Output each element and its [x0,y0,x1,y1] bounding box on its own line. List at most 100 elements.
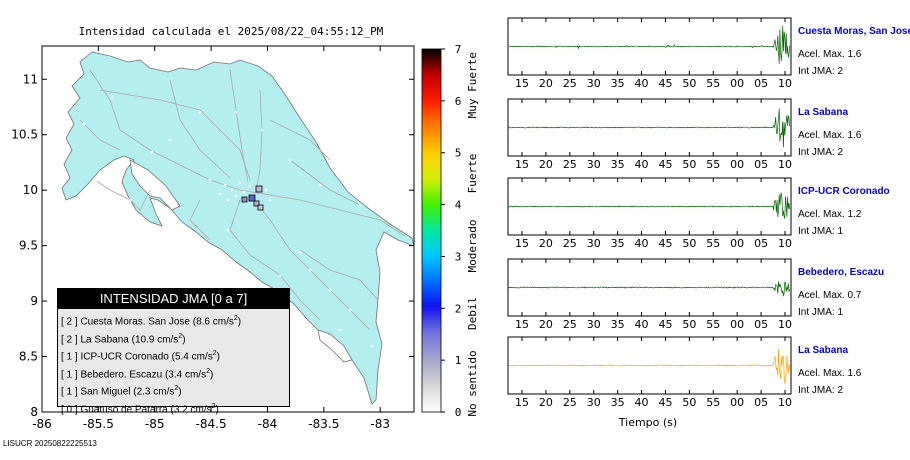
golfo-dulce [317,329,353,363]
legend-close: ) [209,368,214,380]
station-name: La Sabana [798,345,848,356]
legend-station: Bebedero. Escazu [80,368,165,380]
waveform-trace [508,25,791,64]
waveform-x-tick-label: 40 [635,396,649,409]
legend-close: ) [237,316,242,328]
legend-row: [ 2 ] La Sabana (10.9 cm/s2) [61,330,289,348]
waveform-x-tick-label: 45 [658,318,672,331]
waveform-x-tick-label: 25 [563,318,577,331]
footer-id: LISUCR 20250822225513 [3,439,97,448]
legend-row: [ 0 ] Guatuso de Patarra (3.2 cm/s2) [61,400,289,418]
waveform-x-tick-label: 20 [539,158,553,171]
waveform-x-tick-label: 55 [706,77,720,90]
int-jma-label: Int JMA: 2 [798,66,843,77]
waveform-trace [508,281,791,297]
waveform-x-tick-label: 25 [563,237,577,250]
legend-station: San Miguel [80,386,134,398]
waveform-panel: 15 20 25 30 35 40 45 50 55 00 05 10 La Sabana Acel. M… [507,336,862,409]
colorbar-category-label: Moderado [466,220,479,273]
waveform-x-tick-label: 40 [635,77,649,90]
waveform-x-tick-label: 20 [539,318,553,331]
waveform-x-tick-label: 05 [754,237,768,250]
waveform-x-tick-label: 50 [682,158,696,171]
waveform-x-tick-label: 55 [706,237,720,250]
legend-row: [ 2 ] Cuesta Moras. San Jose (8.6 cm/s2) [61,312,289,330]
legend-station: ICP-UCR Coronado [80,351,172,363]
waveform-x-tick-label: 05 [754,77,768,90]
legend-row: [ 1 ] San Miguel (2.3 cm/s2) [61,382,289,400]
map-y-tick-label: 11 [23,72,38,86]
station-marker [257,204,264,211]
colorbar-category-label: Debil [466,297,479,330]
waveform-x-tick-label: 35 [611,318,625,331]
waveform-x-tick-label: 15 [515,396,529,409]
legend-unit-exponent: 2 [211,402,216,410]
legend-intensity: [ 1 ] [61,386,81,398]
station-markers [241,185,264,211]
waveform-x-tick-label: 25 [563,77,577,90]
waveform-x-tick-label: 45 [658,396,672,409]
int-jma-label: Int JMA: 2 [798,385,843,396]
waveform-trace [508,349,791,384]
legend-row: [ 1 ] Bebedero. Escazu (3.4 cm/s2) [61,365,289,383]
legend-close: ) [216,351,220,363]
waveform-panels: 15 20 25 30 35 40 45 50 55 00 05 10 Cuesta Moras, Sa… [507,17,910,409]
waveform-x-tick-label: 25 [563,158,577,171]
accel-max-label: Acel. Max. 0.7 [798,290,862,301]
waveform-x-tick-label: 05 [754,318,768,331]
int-jma-label: Int JMA: 1 [798,226,843,237]
legend-value: (5.4 cm/s [171,351,213,363]
station-marker [248,194,256,202]
station-marker [255,185,263,193]
waveform-x-tick-label: 40 [635,318,649,331]
int-jma-label: Int JMA: 1 [798,307,843,318]
waveform-trace [508,108,791,148]
waveform-x-tick-label: 10 [778,158,792,171]
waveform-x-tick-label: 45 [658,158,672,171]
waveform-x-tick-label: 50 [682,318,696,331]
map-y-tick-label: 8 [30,405,38,419]
map-x-tick-label: -85.5 [83,417,114,431]
waveform-x-tick-label: 50 [682,396,696,409]
legend-intensity: [ 0 ] [61,403,81,415]
accel-max-label: Acel. Max. 1.6 [798,368,862,379]
legend-value: (3.2 cm/s [170,403,212,415]
waveform-panel: 15 20 25 30 35 40 45 50 55 00 05 10 ICP-UCR Coronado… [507,177,890,250]
map-x-tick-label: -85 [145,417,165,431]
waveform-x-tick-label: 10 [778,396,792,409]
legend-unit-exponent: 2 [206,367,210,375]
waveform-panel: 15 20 25 30 35 40 45 50 55 00 05 10 La Sabana Acel. M… [507,98,862,171]
waveform-x-tick-label: 55 [706,318,720,331]
legend-unit-exponent: 2 [212,350,217,358]
map-x-tick-label: -86 [32,417,52,431]
legend-rows: [ 2 ] Cuesta Moras. San Jose (8.6 cm/s2)… [58,309,289,417]
legend-row: [ 1 ] ICP-UCR Coronado (5.4 cm/s2) [61,347,289,365]
legend-unit-exponent: 2 [233,315,238,322]
accel-max-label: Acel. Max. 1.6 [798,130,862,141]
waveform-x-tick-label: 20 [539,396,553,409]
map-x-tick-label: -83.5 [308,417,339,431]
waveform-x-tick-label: 10 [778,77,792,90]
legend-value: (8.6 cm/s [192,316,234,328]
colorbar-category-label: Muy Fuerte [466,52,479,118]
legend-station: Guatuso de Patarra [80,403,171,415]
waveform-x-tick-label: 40 [635,158,649,171]
intensity-colorbar: 0 1 2 3 4 5 6 7 No sentido Debil Moderado Fuerte Mu… [421,43,479,419]
waveform-trace [508,192,791,219]
colorbar-tick-label: 2 [455,302,462,315]
waveform-x-tick-label: 05 [754,158,768,171]
waveform-panel: 15 20 25 30 35 40 45 50 55 00 05 10 Bebedero, Escazu… [507,258,884,331]
waveform-x-tick-label: 00 [730,77,744,90]
colorbar-tick-label: 5 [455,147,462,160]
waveform-x-tick-label: 20 [539,237,553,250]
legend-station: Cuesta Moras. San Jose [80,316,193,328]
colorbar-tick-label: 0 [455,406,462,419]
waveform-x-tick-label: 55 [706,396,720,409]
waveform-x-tick-label: 00 [730,158,744,171]
colorbar-tick-label: 6 [455,95,462,108]
map-x-tick-label: -83 [370,417,390,431]
costa-rica-landmass [61,51,414,405]
accel-max-label: Acel. Max. 1.2 [798,209,862,220]
legend-close: ) [178,386,182,398]
